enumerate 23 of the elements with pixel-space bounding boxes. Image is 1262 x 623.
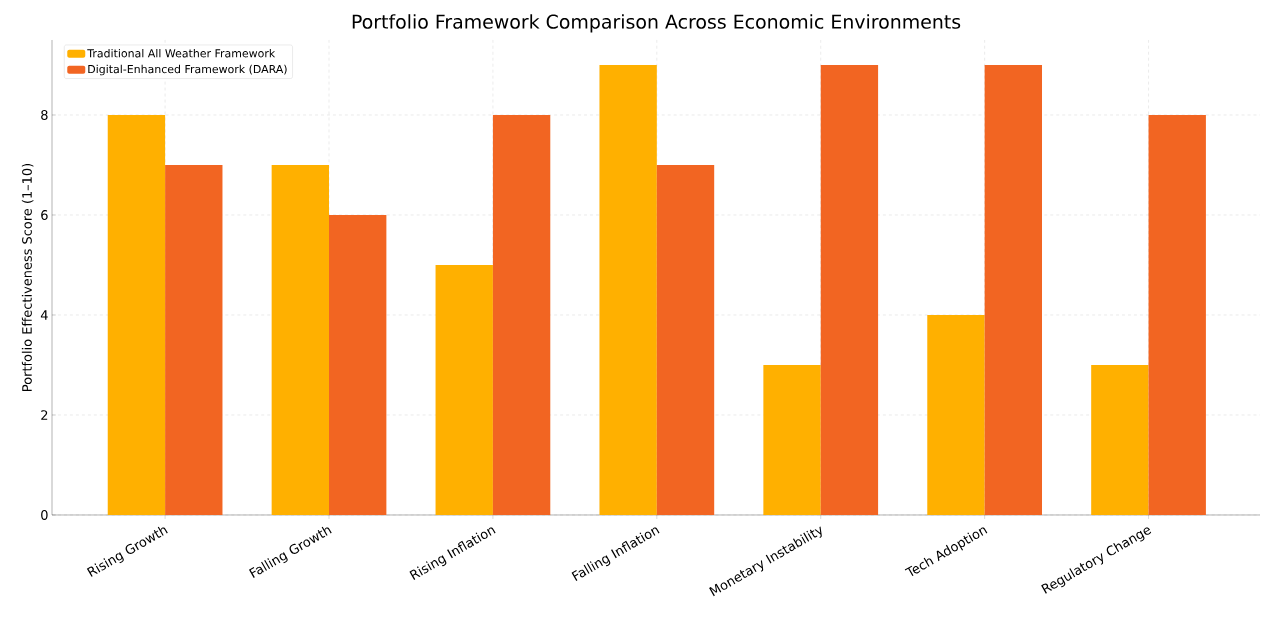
chart-title: Portfolio Framework Comparison Across Economic Environments [352,14,961,33]
bar [435,264,493,515]
y-tick-label: 6 [41,210,48,220]
y-tick-label: 0 [41,510,48,520]
bar [1148,115,1206,515]
bar [763,364,821,515]
y-tick-label: 2 [41,410,48,420]
bar [271,164,330,515]
y-tick-label: 8 [41,110,48,120]
bar [599,65,657,515]
bar [656,164,715,515]
bar [820,65,879,515]
legend-label: Traditional All Weather Framework [87,48,276,58]
bar [165,164,223,515]
y-tick-label: 4 [40,310,48,320]
bar [492,115,551,515]
y-axis-title: Portfolio Effectiveness Score (1–10) [21,163,34,391]
bar [927,314,985,515]
bar [107,115,166,515]
bar [329,214,387,515]
legend-label: Digital-Enhanced Framework (DARA) [88,64,287,76]
bar [1091,364,1149,515]
bar [984,65,1043,515]
